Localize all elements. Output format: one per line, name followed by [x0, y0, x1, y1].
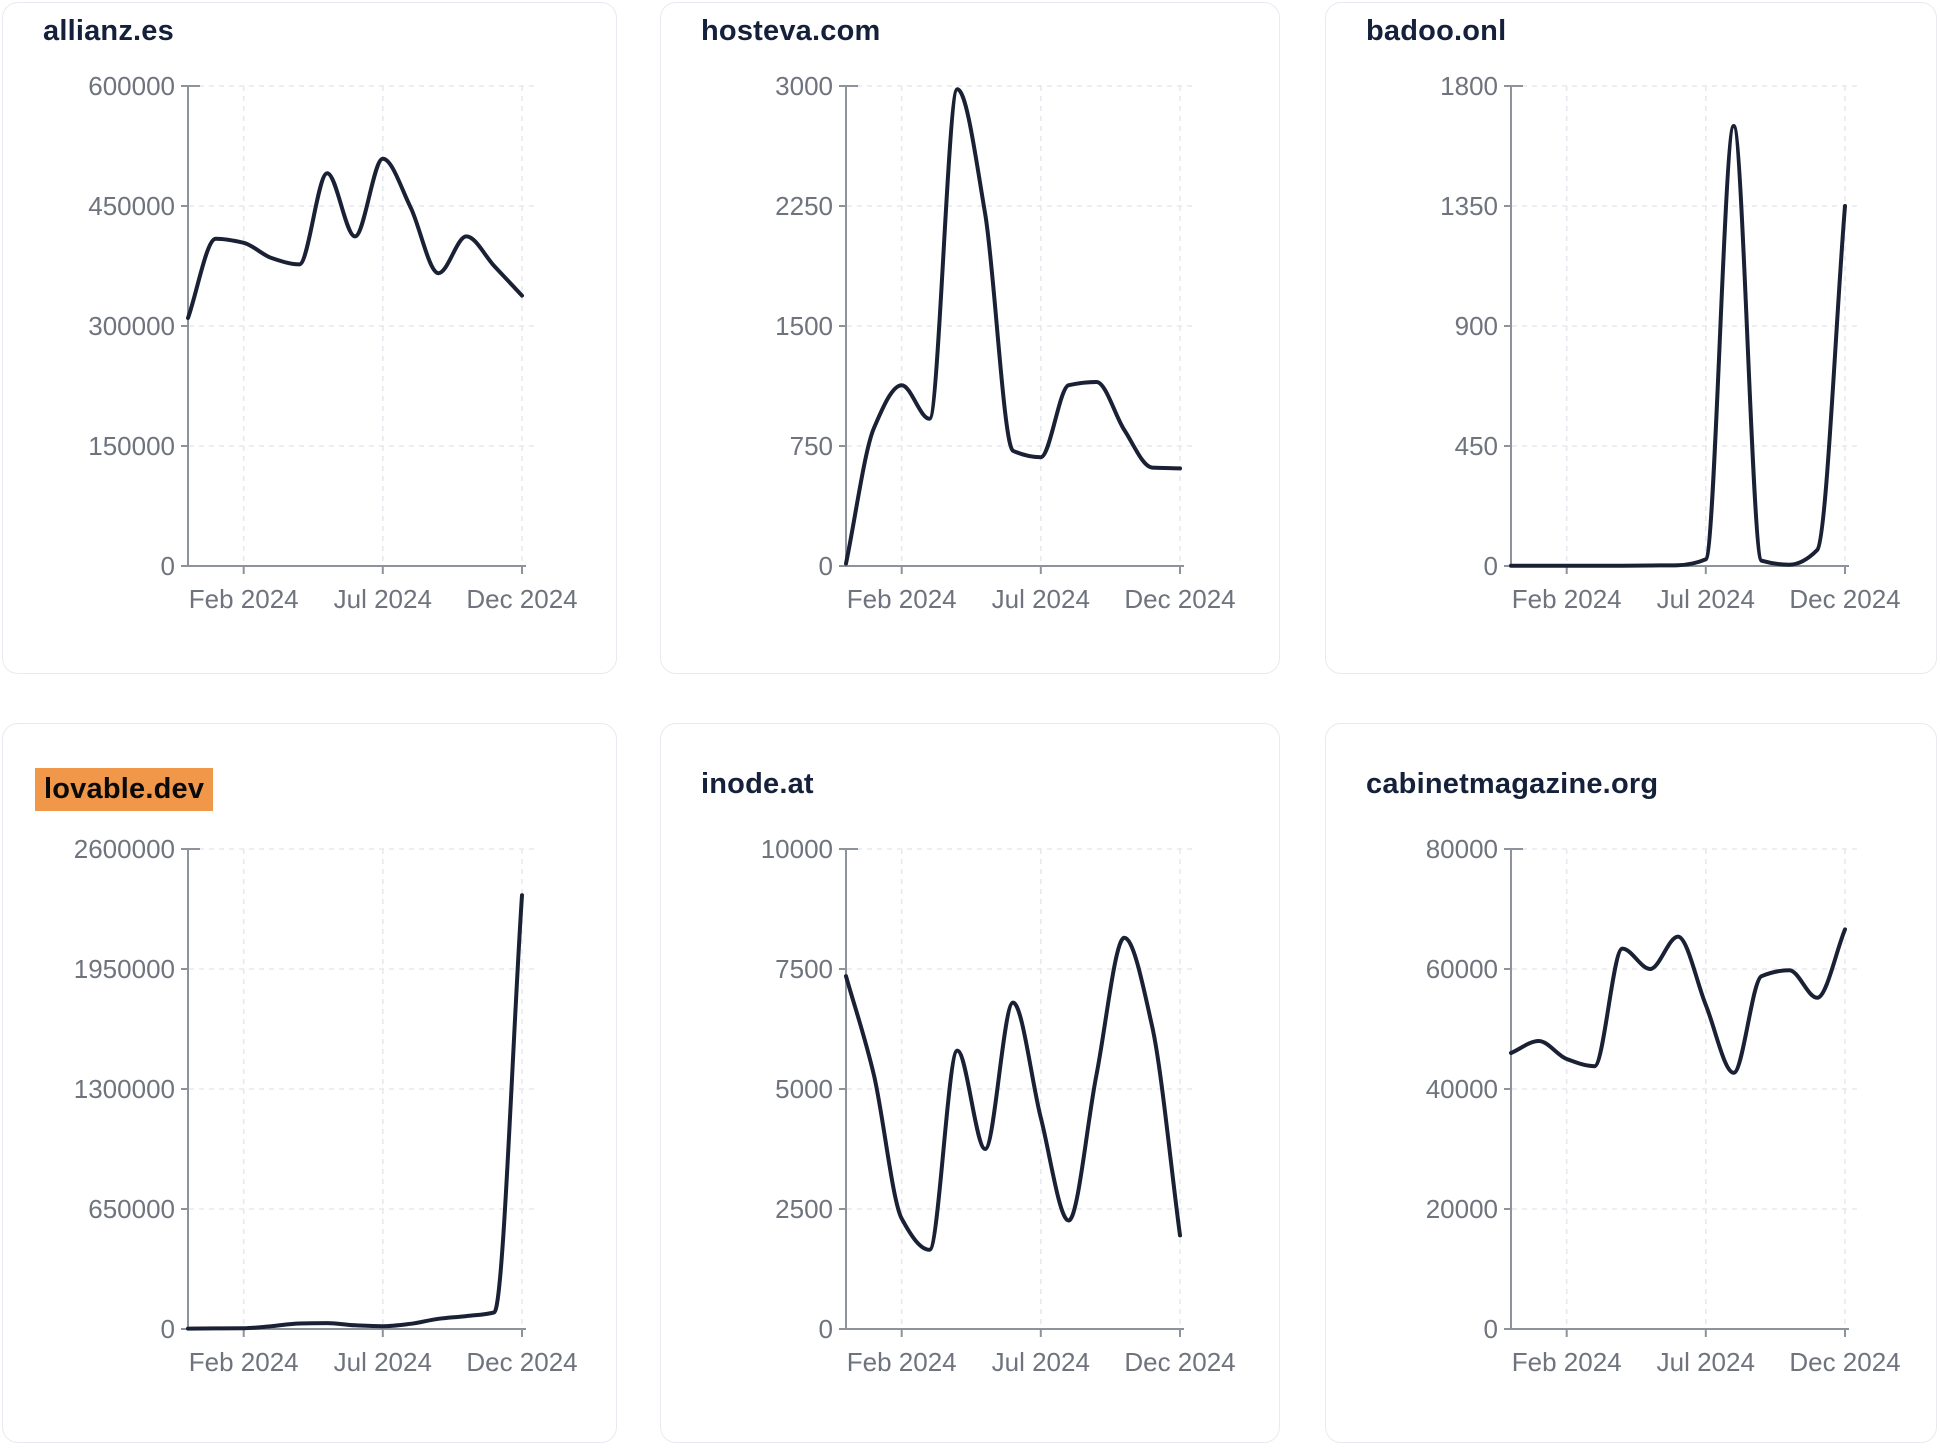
x-tick-label: Dec 2024 — [1124, 1347, 1235, 1377]
chart-title: cabinetmagazine.org — [1366, 768, 1659, 800]
x-tick-label: Feb 2024 — [1512, 584, 1622, 614]
y-tick-label: 1300000 — [74, 1074, 175, 1104]
y-tick-label: 0 — [1484, 1314, 1498, 1344]
chart-card-header: lovable.dev — [3, 724, 616, 811]
y-tick-label: 2250 — [775, 191, 833, 221]
trend-line — [844, 935, 1182, 1252]
chart-card-header: allianz.es — [3, 3, 616, 48]
chart-title: badoo.onl — [1366, 15, 1507, 47]
x-tick-label: Dec 2024 — [1789, 1347, 1900, 1377]
y-tick-label: 0 — [819, 551, 833, 581]
chart-card[interactable]: 0 150000 300000 450000 600000 Feb 2024 Jul 202… — [2, 2, 617, 674]
y-tick-label: 0 — [161, 1314, 175, 1344]
chart-card[interactable]: 0 20000 40000 60000 80000 Feb 2024 Jul 2024 Dec… — [1325, 723, 1937, 1443]
trend-line — [1509, 124, 1847, 568]
y-tick-label: 5000 — [775, 1074, 833, 1104]
y-tick-label: 1950000 — [74, 954, 175, 984]
trend-line — [186, 893, 524, 1331]
line-chart: 0 450 900 1350 1800 Feb 2024 Jul 2024 Dec 2024 — [1440, 71, 1901, 614]
chart-card[interactable]: 0 650000 1300000 1950000 2600000 Feb 2024 Jul … — [2, 723, 617, 1443]
x-tick-label: Dec 2024 — [466, 1347, 577, 1377]
chart-card-header: hosteva.com — [661, 3, 1279, 48]
y-tick-label: 1350 — [1440, 191, 1498, 221]
y-tick-label: 10000 — [761, 834, 833, 864]
y-tick-label: 80000 — [1426, 834, 1498, 864]
x-tick-label: Jul 2024 — [1657, 1347, 1755, 1377]
line-chart: 0 20000 40000 60000 80000 Feb 2024 Jul 2024 Dec… — [1426, 834, 1901, 1377]
trend-line — [1509, 927, 1847, 1075]
chart-card-header: badoo.onl — [1326, 3, 1936, 48]
y-tick-label: 3000 — [775, 71, 833, 101]
y-tick-label: 7500 — [775, 954, 833, 984]
y-tick-label: 20000 — [1426, 1194, 1498, 1224]
y-tick-label: 600000 — [88, 71, 175, 101]
line-chart: 0 750 1500 2250 3000 Feb 2024 Jul 2024 Dec 2024 — [775, 71, 1236, 614]
y-tick-label: 60000 — [1426, 954, 1498, 984]
trend-line — [844, 87, 1182, 566]
x-tick-label: Feb 2024 — [847, 584, 957, 614]
chart-card[interactable]: 0 450 900 1350 1800 Feb 2024 Jul 2024 Dec 2024 … — [1325, 2, 1937, 674]
chart-card-header: cabinetmagazine.org — [1326, 724, 1936, 801]
y-tick-label: 750 — [790, 431, 833, 461]
x-tick-label: Dec 2024 — [1124, 584, 1235, 614]
y-tick-label: 40000 — [1426, 1074, 1498, 1104]
x-tick-label: Feb 2024 — [189, 584, 299, 614]
x-tick-label: Feb 2024 — [1512, 1347, 1622, 1377]
y-tick-label: 450000 — [88, 191, 175, 221]
y-tick-label: 0 — [1484, 551, 1498, 581]
y-tick-label: 1800 — [1440, 71, 1498, 101]
x-tick-label: Jul 2024 — [992, 1347, 1090, 1377]
y-tick-label: 300000 — [88, 311, 175, 341]
y-tick-label: 1500 — [775, 311, 833, 341]
line-chart: 0 2500 5000 7500 10000 Feb 2024 Jul 2024 Dec 20… — [761, 834, 1236, 1377]
x-tick-label: Dec 2024 — [466, 584, 577, 614]
y-tick-label: 0 — [161, 551, 175, 581]
trend-line — [186, 156, 524, 320]
y-tick-label: 150000 — [88, 431, 175, 461]
x-tick-label: Jul 2024 — [334, 584, 432, 614]
y-tick-label: 0 — [819, 1314, 833, 1344]
y-tick-label: 2600000 — [74, 834, 175, 864]
chart-card-header: inode.at — [661, 724, 1279, 801]
line-chart: 0 650000 1300000 1950000 2600000 Feb 2024 Jul … — [74, 834, 578, 1377]
y-tick-label: 650000 — [88, 1194, 175, 1224]
chart-title: hosteva.com — [701, 15, 881, 47]
line-chart: 0 150000 300000 450000 600000 Feb 2024 Jul 202… — [88, 71, 577, 614]
y-tick-label: 900 — [1455, 311, 1498, 341]
x-tick-label: Jul 2024 — [334, 1347, 432, 1377]
chart-title: inode.at — [701, 768, 814, 800]
x-tick-label: Jul 2024 — [992, 584, 1090, 614]
chart-card[interactable]: 0 2500 5000 7500 10000 Feb 2024 Jul 2024 Dec 20… — [660, 723, 1280, 1443]
x-tick-label: Dec 2024 — [1789, 584, 1900, 614]
x-tick-label: Jul 2024 — [1657, 584, 1755, 614]
y-tick-label: 2500 — [775, 1194, 833, 1224]
x-tick-label: Feb 2024 — [189, 1347, 299, 1377]
chart-title: allianz.es — [43, 15, 174, 47]
chart-title: lovable.dev — [35, 768, 214, 811]
y-tick-label: 450 — [1455, 431, 1498, 461]
chart-card[interactable]: 0 750 1500 2250 3000 Feb 2024 Jul 2024 Dec 2024… — [660, 2, 1280, 674]
x-tick-label: Feb 2024 — [847, 1347, 957, 1377]
